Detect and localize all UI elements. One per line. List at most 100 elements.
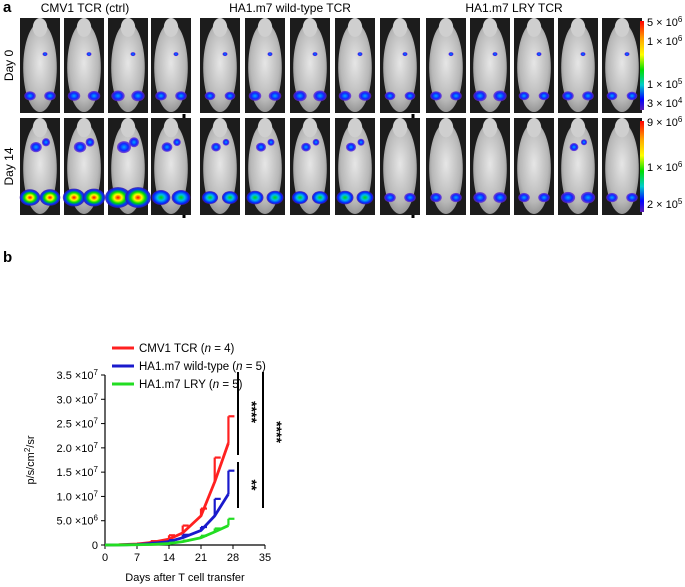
- mouse-body: [429, 22, 463, 113]
- signal-spot: [538, 192, 550, 203]
- mouse-image: [335, 18, 375, 113]
- y-tick-label: 3.5 ×107: [57, 368, 99, 382]
- mouse-image: [20, 18, 60, 113]
- signal-spot: [222, 52, 228, 57]
- x-tick-label: 21: [195, 552, 207, 564]
- signal-spot: [493, 90, 507, 102]
- signal-spot: [73, 141, 87, 153]
- panel-a-imaging: CMV1 TCR (ctrl) HA1.m7 wild-type TCR HA1.m…: [2, 1, 683, 218]
- group-label-2: HA1.m7 LRY TCR: [465, 1, 563, 15]
- x-tick-label: 7: [134, 552, 140, 564]
- mouse-head: [347, 18, 363, 37]
- mouse-head: [257, 118, 273, 138]
- signal-spot: [311, 191, 329, 204]
- y-tick-label: 2.0 ×107: [57, 441, 99, 455]
- signal-spot: [85, 137, 95, 147]
- series-line: [104, 442, 230, 547]
- mouse-image: [200, 18, 240, 113]
- colorbar-1: [640, 121, 644, 212]
- signal-spot: [246, 190, 264, 205]
- mouse-head: [302, 118, 318, 138]
- signal-spot: [67, 90, 81, 101]
- mouse-head: [392, 18, 408, 37]
- signal-spot: [338, 90, 352, 101]
- signal-spot: [117, 141, 131, 154]
- row-label-1: Day 14: [2, 147, 16, 185]
- mouse-image: [470, 18, 510, 113]
- x-tick-label: 28: [227, 552, 239, 564]
- growth-chart: 0 5.0 ×106 1.0 ×107 1.5 ×107 2.0 ×107 2.5 ×10…: [23, 343, 285, 584]
- series-0: [104, 415, 235, 547]
- signal-spot: [626, 192, 638, 203]
- y-tick-label: 1.5 ×107: [57, 465, 99, 479]
- signal-spot: [404, 192, 416, 203]
- signal-spot: [301, 142, 311, 152]
- mouse-body: [517, 122, 551, 215]
- signal-spot: [42, 52, 48, 57]
- signal-spot: [224, 91, 236, 101]
- y-tick-label: 2.5 ×107: [57, 417, 99, 431]
- signal-spot: [384, 91, 396, 101]
- mouse-body: [473, 122, 507, 215]
- signal-spot: [606, 192, 618, 203]
- mouse-image: [245, 18, 285, 113]
- mouse-image: [380, 18, 420, 113]
- legend-entry-2: HA1.m7 LRY (n = 5): [139, 379, 243, 391]
- x-tick-label: 14: [163, 552, 175, 564]
- signal-spot: [293, 90, 307, 102]
- signal-spot: [448, 52, 454, 57]
- mouse-head: [570, 118, 586, 138]
- mouse-head: [212, 18, 228, 37]
- mouse-head: [438, 118, 454, 138]
- mouse-body: [293, 22, 327, 113]
- signal-spot: [155, 91, 167, 101]
- significance-label-2: ****: [269, 421, 285, 443]
- signal-spot: [82, 188, 106, 207]
- signal-spot: [624, 52, 630, 57]
- signal-spot: [268, 90, 282, 101]
- signal-spot: [580, 52, 586, 57]
- signal-spot: [44, 91, 56, 101]
- mouse-body: [561, 122, 595, 215]
- signal-spot: [221, 191, 239, 204]
- signal-spot: [222, 138, 230, 146]
- mouse-head: [482, 118, 498, 138]
- mouse-image: [335, 118, 375, 215]
- signal-spot: [256, 142, 266, 152]
- signal-spot: [211, 142, 221, 152]
- legend-entry-1: HA1.m7 wild-type (n = 5): [139, 361, 266, 373]
- mouse-image: [470, 118, 510, 215]
- signal-spot: [430, 192, 442, 203]
- signal-spot: [560, 191, 576, 204]
- signal-spot: [204, 91, 216, 101]
- y-tick-label: 0: [92, 540, 98, 552]
- signal-spot: [404, 91, 416, 101]
- significance-label-1: **: [244, 480, 260, 491]
- signal-spot: [111, 90, 125, 102]
- mouse-head: [212, 118, 228, 138]
- signal-spot: [30, 142, 42, 153]
- signal-spot: [41, 138, 51, 147]
- mouse-body: [111, 22, 145, 113]
- mouse-image: [514, 118, 554, 215]
- mouse-body: [203, 22, 237, 113]
- mouse-body: [605, 122, 639, 215]
- mouse-head: [614, 118, 630, 138]
- signal-spot: [582, 91, 594, 101]
- signal-spot: [131, 90, 145, 102]
- significance-label-0: ****: [244, 401, 260, 423]
- signal-spot: [450, 91, 462, 101]
- signal-spot: [580, 191, 596, 204]
- signal-spot: [125, 187, 151, 208]
- mouse-head: [347, 118, 363, 138]
- mouse-body: [383, 22, 417, 113]
- signal-spot: [151, 190, 171, 206]
- signal-spot: [336, 190, 354, 205]
- signal-spot: [606, 91, 618, 101]
- mouse-image: [426, 18, 466, 113]
- signal-spot: [357, 138, 365, 146]
- mouse-head: [163, 118, 179, 138]
- mouse-head: [302, 18, 318, 37]
- mouse-body: [154, 22, 188, 113]
